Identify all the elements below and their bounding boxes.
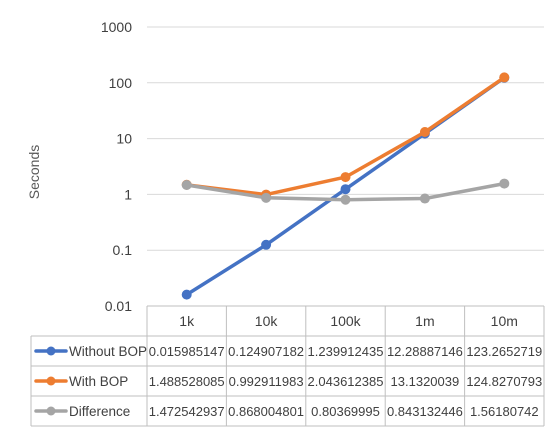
data-point: [261, 192, 272, 203]
data-label: 2.043612385: [308, 374, 384, 389]
data-point: [181, 180, 192, 191]
data-label: 0.843132446: [387, 404, 463, 419]
data-label: 12.28887146: [387, 344, 463, 359]
x-tick-label: 10k: [255, 313, 279, 329]
data-label: 0.992911983: [229, 374, 304, 389]
legend-label: Without BOP: [69, 344, 147, 359]
y-tick-label: 1: [124, 186, 132, 202]
x-tick-label: 1k: [179, 313, 195, 329]
data-label: 0.124907182: [228, 344, 304, 359]
series-difference: [181, 178, 510, 205]
legend-marker: [46, 406, 56, 416]
data-point: [499, 72, 510, 83]
data-point: [340, 194, 351, 205]
y-tick-label: 100: [109, 75, 133, 91]
data-label: 123.2652719: [466, 344, 542, 359]
x-tick-label: 1m: [415, 313, 434, 329]
data-label: 13.1320039: [391, 374, 460, 389]
data-point: [261, 239, 272, 250]
data-point: [340, 184, 351, 195]
legend-label: With BOP: [69, 374, 128, 389]
series-with-bop: [181, 72, 510, 200]
data-label: 0.80369995: [311, 404, 380, 419]
data-label: 1.472542937: [149, 404, 225, 419]
y-tick-label: 1000: [101, 19, 132, 35]
y-axis-label: Seconds: [26, 145, 42, 199]
legend-marker: [46, 346, 56, 356]
data-point: [419, 126, 430, 137]
y-tick-label: 10: [116, 131, 132, 147]
data-label: 124.8270793: [466, 374, 542, 389]
legend-label: Difference: [69, 404, 130, 419]
y-tick-label: 0.01: [105, 298, 132, 314]
data-label: 1.56180742: [470, 404, 539, 419]
data-label: 0.868004801: [228, 404, 304, 419]
y-axis-ticks: 0.01 0.1 1 10 100 1000: [101, 19, 132, 314]
data-label: 0.015985147: [149, 344, 225, 359]
legend-marker: [46, 376, 56, 386]
data-point: [340, 172, 351, 183]
x-tick-label: 10m: [491, 313, 518, 329]
data-point: [181, 289, 192, 300]
data-table: 1k 10k 100k 1m 10m Without BOP 0.015985147 0.12…: [30, 305, 545, 427]
series-lines: [181, 72, 510, 300]
data-point: [499, 178, 510, 189]
data-label: 1.488528085: [149, 374, 225, 389]
y-tick-label: 0.1: [113, 242, 133, 258]
data-point: [419, 193, 430, 204]
x-tick-label: 100k: [330, 313, 361, 329]
data-label: 1.239912435: [308, 344, 384, 359]
grid: [147, 26, 544, 307]
